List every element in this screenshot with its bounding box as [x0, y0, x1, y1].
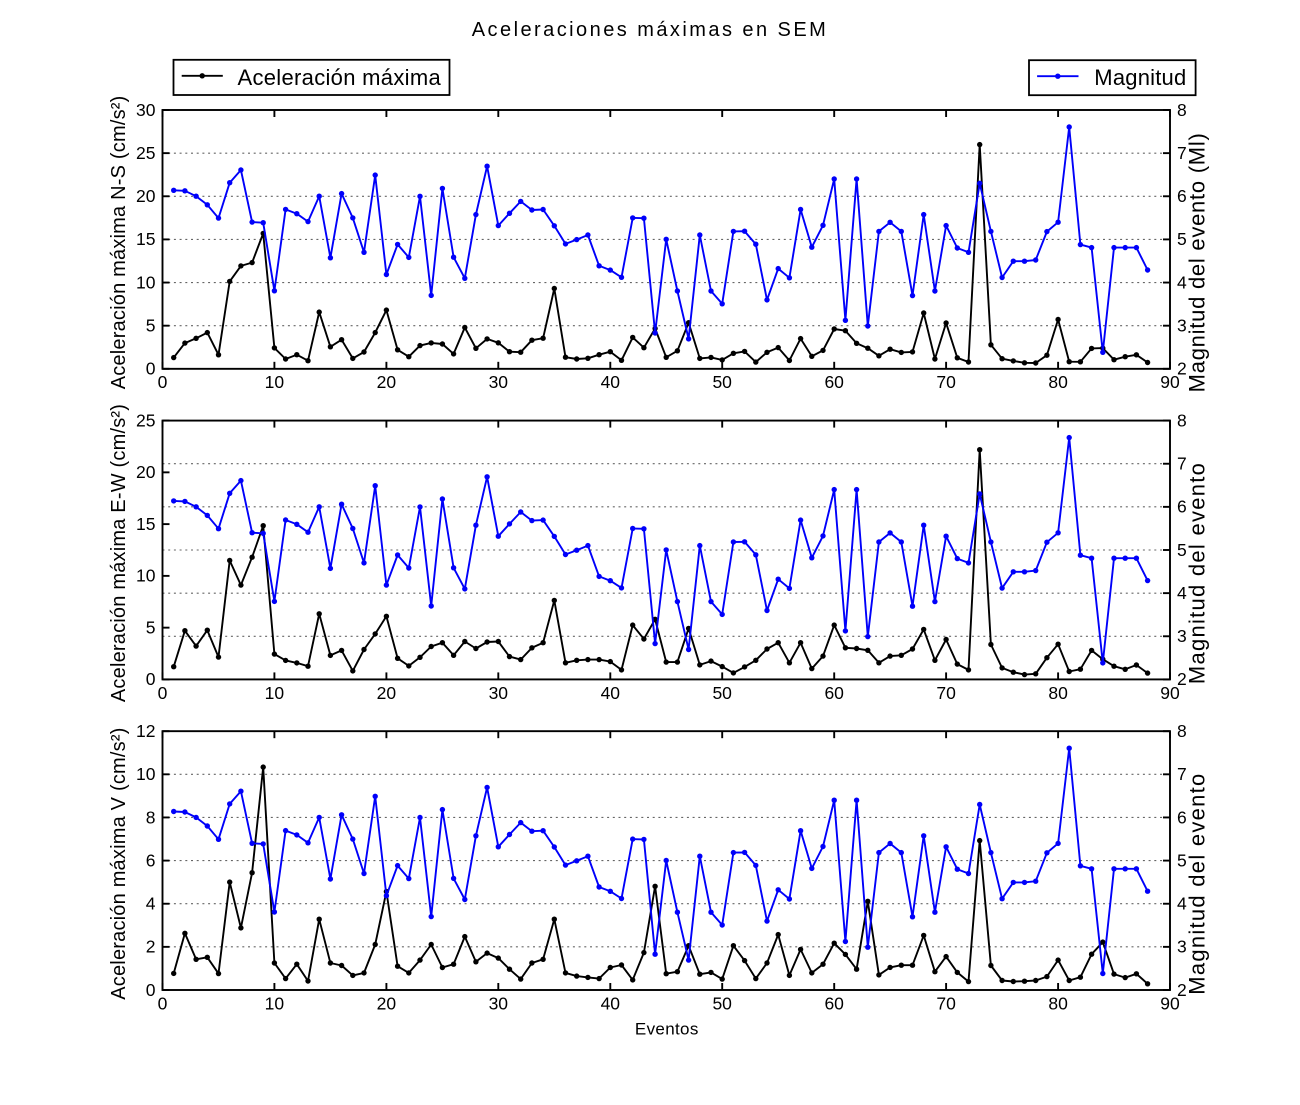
- svg-text:50: 50: [712, 372, 732, 392]
- svg-text:8: 8: [146, 807, 156, 827]
- svg-text:5: 5: [1177, 540, 1187, 560]
- svg-text:0: 0: [158, 372, 168, 392]
- svg-text:20: 20: [136, 462, 156, 482]
- svg-text:0: 0: [158, 993, 168, 1013]
- svg-text:7: 7: [1177, 454, 1187, 474]
- svg-text:Magnitud del evento: Magnitud del evento: [1185, 462, 1210, 684]
- svg-text:40: 40: [601, 372, 621, 392]
- svg-text:60: 60: [824, 372, 844, 392]
- svg-text:2: 2: [1177, 359, 1187, 379]
- svg-text:5: 5: [146, 315, 156, 335]
- svg-text:20: 20: [377, 683, 397, 703]
- svg-text:6: 6: [146, 850, 156, 870]
- svg-text:70: 70: [936, 683, 956, 703]
- svg-text:7: 7: [1177, 143, 1187, 163]
- svg-text:2: 2: [1177, 980, 1187, 1000]
- svg-text:25: 25: [136, 143, 155, 163]
- svg-text:10: 10: [136, 764, 156, 784]
- svg-text:5: 5: [146, 617, 156, 637]
- svg-text:0: 0: [146, 669, 156, 689]
- svg-text:60: 60: [824, 683, 844, 703]
- svg-text:Magnitud del evento (Ml): Magnitud del evento (Ml): [1185, 132, 1210, 392]
- svg-text:4: 4: [1177, 272, 1187, 292]
- svg-text:3: 3: [1177, 937, 1187, 957]
- svg-text:5: 5: [1177, 850, 1187, 870]
- svg-text:6: 6: [1177, 807, 1187, 827]
- svg-text:6: 6: [1177, 497, 1187, 517]
- svg-text:8: 8: [1177, 410, 1187, 430]
- svg-text:3: 3: [1177, 315, 1187, 335]
- svg-text:30: 30: [489, 372, 509, 392]
- svg-text:5: 5: [1177, 229, 1187, 249]
- svg-text:20: 20: [136, 186, 156, 206]
- svg-text:Magnitud: Magnitud: [1094, 65, 1186, 90]
- svg-text:50: 50: [712, 683, 732, 703]
- svg-text:2: 2: [1177, 669, 1187, 689]
- svg-text:40: 40: [601, 683, 621, 703]
- svg-text:Aceleración máxima N-S (cm/s²): Aceleración máxima N-S (cm/s²): [108, 95, 130, 389]
- svg-text:10: 10: [265, 683, 285, 703]
- svg-text:10: 10: [136, 272, 156, 292]
- svg-text:4: 4: [1177, 583, 1187, 603]
- svg-text:10: 10: [136, 566, 156, 586]
- svg-text:4: 4: [1177, 894, 1187, 914]
- svg-text:Aceleración máxima E-W (cm/s²): Aceleración máxima E-W (cm/s²): [108, 404, 130, 702]
- svg-text:4: 4: [146, 894, 156, 914]
- svg-text:30: 30: [489, 683, 509, 703]
- svg-text:15: 15: [136, 229, 155, 249]
- svg-text:40: 40: [601, 993, 621, 1013]
- svg-text:80: 80: [1048, 993, 1068, 1013]
- svg-text:10: 10: [265, 993, 285, 1013]
- svg-text:2: 2: [146, 937, 156, 957]
- svg-text:8: 8: [1177, 721, 1187, 741]
- svg-text:Aceleración máxima: Aceleración máxima: [238, 65, 442, 90]
- svg-text:7: 7: [1177, 764, 1187, 784]
- svg-text:0: 0: [146, 359, 156, 379]
- svg-text:80: 80: [1048, 683, 1068, 703]
- svg-text:90: 90: [1160, 372, 1180, 392]
- svg-text:80: 80: [1048, 372, 1068, 392]
- svg-text:90: 90: [1160, 683, 1180, 703]
- svg-text:8: 8: [1177, 100, 1187, 120]
- svg-text:Eventos: Eventos: [635, 1020, 699, 1039]
- svg-text:10: 10: [265, 372, 285, 392]
- svg-text:30: 30: [489, 993, 509, 1013]
- svg-text:70: 70: [936, 993, 956, 1013]
- svg-text:0: 0: [158, 683, 168, 703]
- svg-text:30: 30: [136, 100, 156, 120]
- svg-text:60: 60: [824, 993, 844, 1013]
- svg-text:3: 3: [1177, 626, 1187, 646]
- svg-text:20: 20: [377, 993, 397, 1013]
- svg-text:0: 0: [146, 980, 156, 1000]
- svg-text:70: 70: [936, 372, 956, 392]
- svg-text:6: 6: [1177, 186, 1187, 206]
- svg-text:Magnitud del evento: Magnitud del evento: [1185, 772, 1210, 994]
- svg-text:15: 15: [136, 514, 155, 534]
- svg-text:25: 25: [136, 410, 155, 430]
- svg-text:Aceleración máxima V (cm/s²): Aceleración máxima V (cm/s²): [108, 727, 130, 999]
- svg-text:12: 12: [136, 721, 155, 741]
- svg-text:50: 50: [712, 993, 732, 1013]
- svg-text:Aceleraciones máximas en SEM: Aceleraciones máximas en SEM: [472, 19, 829, 41]
- svg-text:20: 20: [377, 372, 397, 392]
- svg-text:90: 90: [1160, 993, 1180, 1013]
